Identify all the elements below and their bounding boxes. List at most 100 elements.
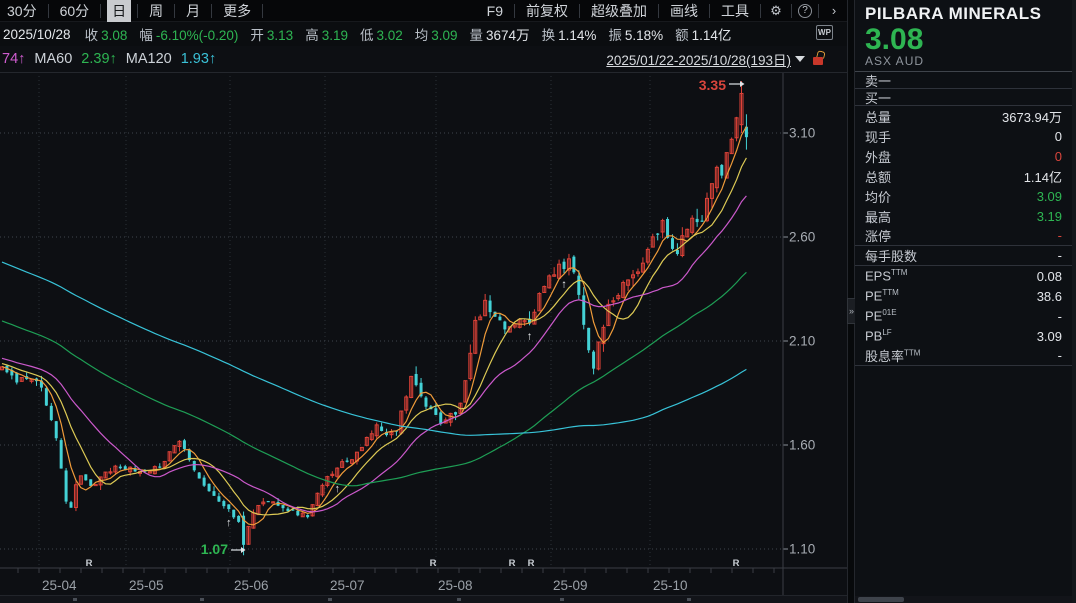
- quote-panel: PILBARA MINERALS 3.08 ASX AUD 卖一 买一 总量36…: [855, 0, 1076, 603]
- row-buy-one: 买一: [855, 89, 1072, 106]
- quote-low: 低3.02: [360, 24, 403, 44]
- divider: [211, 4, 212, 18]
- svg-text:2.10: 2.10: [789, 334, 815, 349]
- ma60-label: MA60: [34, 51, 72, 67]
- svg-text:25-09: 25-09: [553, 578, 588, 593]
- divider: [579, 4, 580, 18]
- svg-text:25-06: 25-06: [234, 578, 269, 593]
- svg-text:3.10: 3.10: [789, 126, 815, 141]
- svg-text:R: R: [733, 558, 740, 569]
- wp-plugin-icon[interactable]: WP: [816, 25, 833, 40]
- chart-toolbar: 30分 60分 日 周 月 更多 F9 前复权 超级叠加 画线 工具 ⚙ ? ›: [0, 0, 847, 22]
- svg-text:R: R: [430, 558, 437, 569]
- svg-text:R: R: [528, 558, 535, 569]
- chevron-right-icon[interactable]: ›: [825, 3, 843, 18]
- date-range-selector[interactable]: 2025/01/22-2025/10/28(193日): [606, 49, 791, 69]
- tab-30min[interactable]: 30分: [2, 0, 42, 22]
- divider: [818, 4, 819, 18]
- row-day-high: 最高3.19: [855, 206, 1072, 226]
- help-icon[interactable]: ?: [798, 4, 812, 18]
- svg-text:R: R: [509, 558, 516, 569]
- quote-amplitude: 振5.18%: [608, 24, 663, 44]
- svg-text:1.10: 1.10: [789, 542, 815, 557]
- divider: [262, 4, 263, 18]
- svg-text:25-10: 25-10: [653, 578, 688, 593]
- unlock-icon[interactable]: [813, 57, 823, 65]
- super-overlay-button[interactable]: 超级叠加: [586, 0, 652, 22]
- row-pb: PBLF3.09: [855, 326, 1072, 346]
- quote-open: 开3.13: [250, 24, 293, 44]
- panel-scrollbar[interactable]: [855, 596, 1072, 603]
- divider: [514, 4, 515, 18]
- svg-text:1.07: 1.07: [201, 541, 228, 557]
- ma120-value: 1.93↑: [181, 51, 216, 67]
- quote-strip: 2025/10/28 收3.08 幅-6.10%(-0.20) 开3.13 高3…: [0, 22, 847, 46]
- quote-amount: 额1.14亿: [675, 24, 731, 44]
- exchange-currency: ASX AUD: [865, 54, 1062, 68]
- panel-header: PILBARA MINERALS 3.08 ASX AUD: [855, 0, 1072, 72]
- quote-avg: 均3.09: [415, 24, 458, 44]
- toolbar-right: F9 前复权 超级叠加 画线 工具 ⚙ ? ›: [482, 0, 847, 22]
- ma-legend-bar: 74↑ MA60 2.39↑ MA120 1.93↑ 2025/01/22-20…: [0, 46, 847, 73]
- row-lot-size: 每手股数-: [855, 246, 1072, 266]
- svg-text:25-08: 25-08: [438, 578, 473, 593]
- ma20-value: 74↑: [2, 51, 25, 67]
- ma120-label: MA120: [126, 51, 172, 67]
- quote-date: 2025/10/28: [3, 27, 71, 42]
- chart-pane: 30分 60分 日 周 月 更多 F9 前复权 超级叠加 画线 工具 ⚙ ? ›: [0, 0, 847, 603]
- tab-60min[interactable]: 60分: [55, 0, 95, 22]
- divider: [100, 4, 101, 18]
- divider: [658, 4, 659, 18]
- row-total-volume: 总量3673.94万: [855, 106, 1072, 126]
- ma60-value: 2.39↑: [81, 51, 116, 67]
- svg-text:25-04: 25-04: [42, 578, 77, 593]
- row-dividend-yield: 股息率TTM-: [855, 346, 1072, 366]
- row-outer-volume: 外盘0: [855, 146, 1072, 166]
- svg-text:25-07: 25-07: [330, 578, 365, 593]
- quote-turnover-rate: 换1.14%: [542, 24, 597, 44]
- row-avg-price: 均价3.09: [855, 186, 1072, 206]
- svg-text:↑: ↑: [561, 278, 567, 290]
- row-pe-ttm: PETTM38.6: [855, 286, 1072, 306]
- row-eps: EPSTTM0.08: [855, 266, 1072, 286]
- row-limit-up: 涨停-: [855, 226, 1072, 246]
- price-chart-svg[interactable]: 3.10 2.60 2.10 1.60 1.10 25-04 25-05 25-06 25-07…: [0, 73, 847, 603]
- tab-weekly[interactable]: 周: [144, 0, 168, 22]
- row-current-lot: 现手0: [855, 126, 1072, 146]
- svg-text:3.35: 3.35: [699, 77, 726, 93]
- svg-text:↑: ↑: [334, 483, 340, 495]
- quote-change: 幅-6.10%(-0.20): [139, 24, 238, 44]
- divider: [709, 4, 710, 18]
- quote-close: 收3.08: [85, 24, 128, 44]
- forward-adjust-button[interactable]: 前复权: [521, 0, 573, 22]
- svg-text:2.60: 2.60: [789, 230, 815, 245]
- tools-button[interactable]: 工具: [716, 0, 754, 22]
- quote-high: 高3.19: [305, 24, 348, 44]
- scrollbar-thumb[interactable]: [858, 597, 904, 602]
- tab-monthly[interactable]: 月: [181, 0, 205, 22]
- svg-text:↑: ↑: [527, 330, 533, 342]
- svg-text:1.60: 1.60: [789, 438, 815, 453]
- row-sell-one: 卖一: [855, 72, 1072, 89]
- caret-down-icon[interactable]: [795, 56, 805, 62]
- row-total-amount: 总额1.14亿: [855, 166, 1072, 186]
- symbol-name: PILBARA MINERALS: [865, 4, 1062, 24]
- divider: [174, 4, 175, 18]
- row-pe-est: PE01E-: [855, 306, 1072, 326]
- gear-icon[interactable]: ⚙: [767, 3, 785, 19]
- divider: [791, 4, 792, 18]
- svg-text:↑: ↑: [226, 517, 232, 529]
- svg-text:R: R: [86, 558, 93, 569]
- divider: [48, 4, 49, 18]
- quote-volume: 量3674万: [470, 24, 530, 44]
- tab-more[interactable]: 更多: [218, 0, 256, 22]
- tab-daily[interactable]: 日: [107, 0, 131, 22]
- divider: [137, 4, 138, 18]
- draw-line-button[interactable]: 画线: [665, 0, 703, 22]
- panel-separator: »: [847, 0, 855, 603]
- f9-button[interactable]: F9: [482, 2, 508, 20]
- last-price: 3.08: [865, 24, 1062, 56]
- svg-text:25-05: 25-05: [129, 578, 164, 593]
- divider: [760, 4, 761, 18]
- candlestick-chart[interactable]: 3.10 2.60 2.10 1.60 1.10 25-04 25-05 25-06 25-07…: [0, 73, 847, 603]
